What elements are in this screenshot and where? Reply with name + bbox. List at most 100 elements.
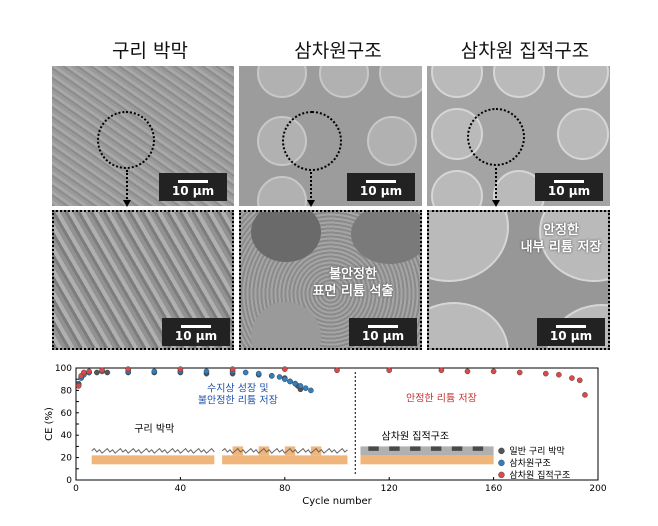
stable-annotation: 안정한 리튬 저장 (406, 393, 477, 405)
scale-bar: 10 μm (162, 318, 230, 346)
legend-marker (498, 459, 505, 467)
dendrite-annotation: 불안정한 리튬 저장 (198, 395, 278, 407)
data-point (281, 366, 288, 372)
x-tick-label: 200 (589, 484, 606, 494)
legend-label: 삼차원 집적구조 (509, 469, 570, 481)
y-tick-label: 60 (61, 409, 73, 419)
sem-3d-integrated-zoom: 안정한 내부 리튬 저장 10 μm (427, 210, 610, 350)
sem-3d-zoom: 불안정한 표면 리튬 석출 10 μm (239, 210, 422, 350)
data-point (490, 368, 497, 375)
data-point (229, 366, 236, 372)
data-point (94, 369, 100, 376)
data-point (177, 366, 184, 372)
y-axis-label: CE (%) (44, 407, 55, 441)
integrated-pillar (410, 446, 421, 451)
scale-bar: 10 μm (535, 173, 603, 201)
sem-copper-top: 10 μm (52, 66, 234, 206)
data-point (281, 376, 288, 383)
data-point (582, 392, 588, 398)
sem-copper-zoom: 10 μm (52, 210, 234, 350)
sem-3d-integrated-top: 10 μm (427, 66, 610, 206)
x-tick-label: 160 (485, 484, 502, 494)
inset-label-integrated: 삼차원 집적구조 (382, 431, 450, 443)
data-point (125, 366, 131, 372)
data-point (556, 371, 562, 378)
data-point (99, 367, 105, 374)
data-point (386, 367, 393, 374)
x-tick-label: 40 (175, 484, 187, 494)
legend-label: 삼차원구조 (509, 457, 550, 469)
zoom-marker-circle (97, 111, 155, 169)
3d-structure-schematic-pillar (284, 446, 296, 456)
legend-label: 일반 구리 박막 (509, 446, 564, 457)
zoom-connector (495, 168, 497, 202)
integrated-pillar (472, 446, 484, 451)
zoom-marker-circle (467, 108, 525, 166)
y-tick-label: 0 (66, 476, 72, 486)
data-point (308, 387, 314, 394)
x-tick-label: 120 (381, 484, 398, 494)
data-point (75, 383, 82, 389)
copper-foil-schematic-dendrite (91, 447, 215, 454)
data-point (516, 369, 523, 376)
title-3d-structure: 삼차원구조 (294, 40, 382, 62)
stable-lithium-label: 안정한 내부 리튬 저장 (520, 223, 602, 255)
integrated-pillar (389, 446, 400, 451)
unstable-lithium-label: 불안정한 표면 리튬 석출 (312, 267, 394, 299)
data-point (255, 370, 262, 377)
inset-label-copper: 구리 박막 (134, 423, 174, 435)
data-point (86, 368, 92, 375)
ce-chart-svg: 0 40 80 120 160 200 0 20 40 60 80 100 Cycle number CE… (44, 364, 607, 507)
y-tick-label: 80 (61, 386, 73, 396)
data-point (203, 368, 210, 375)
x-tick-label: 0 (73, 484, 79, 494)
integrated-pillar (451, 446, 463, 451)
title-copper-film: 구리 박막 (112, 40, 188, 62)
ce-chart: 0 40 80 120 160 200 0 20 40 60 80 100 Cycle number CE… (0, 356, 658, 522)
title-3d-integrated: 삼차원 집적구조 (460, 40, 590, 62)
3d-structure-schematic-pillar (258, 446, 270, 456)
integrated-pillar (368, 446, 379, 451)
data-point (242, 369, 249, 376)
3d-structure-schematic-dendrite (221, 447, 348, 454)
dendrite-annotation: 수지상 성장 및 (207, 383, 269, 395)
y-tick-label: 100 (55, 364, 72, 374)
y-tick-label: 20 (61, 454, 73, 464)
zoom-connector (310, 172, 312, 202)
integrated-pillar (430, 446, 442, 451)
x-tick-label: 80 (279, 484, 291, 494)
zoom-connector (126, 170, 128, 202)
data-point (104, 369, 111, 376)
data-point (334, 367, 340, 374)
data-point (81, 369, 87, 376)
data-point (302, 385, 309, 391)
zoom-arrow (492, 200, 500, 207)
3d-structure-schematic (222, 455, 348, 465)
zoom-arrow (123, 200, 131, 207)
data-point (292, 380, 299, 387)
3d-structure-schematic-pillar (310, 446, 322, 456)
integrated-layer (360, 446, 494, 456)
scale-bar: 10 μm (159, 173, 227, 201)
data-point (569, 375, 575, 381)
scale-bar: 10 μm (537, 318, 605, 346)
zoom-arrow (307, 200, 315, 207)
sem-3d-top: 10 μm (239, 66, 422, 206)
scale-bar: 10 μm (347, 173, 415, 201)
data-point (543, 370, 549, 377)
scale-bar: 10 μm (349, 318, 417, 346)
data-point (151, 368, 158, 375)
x-axis-label: Cycle number (302, 496, 372, 507)
data-point (576, 377, 583, 384)
3d-structure-schematic-pillar (232, 446, 244, 456)
copper-foil-schematic (91, 455, 215, 465)
integrated-base (360, 455, 494, 465)
legend-marker (498, 471, 505, 479)
zoom-marker-circle (282, 111, 342, 171)
data-point (268, 373, 275, 379)
data-point (464, 368, 471, 375)
data-point (287, 378, 293, 385)
y-tick-label: 40 (61, 431, 73, 441)
data-point (276, 374, 283, 380)
data-point (297, 383, 304, 389)
